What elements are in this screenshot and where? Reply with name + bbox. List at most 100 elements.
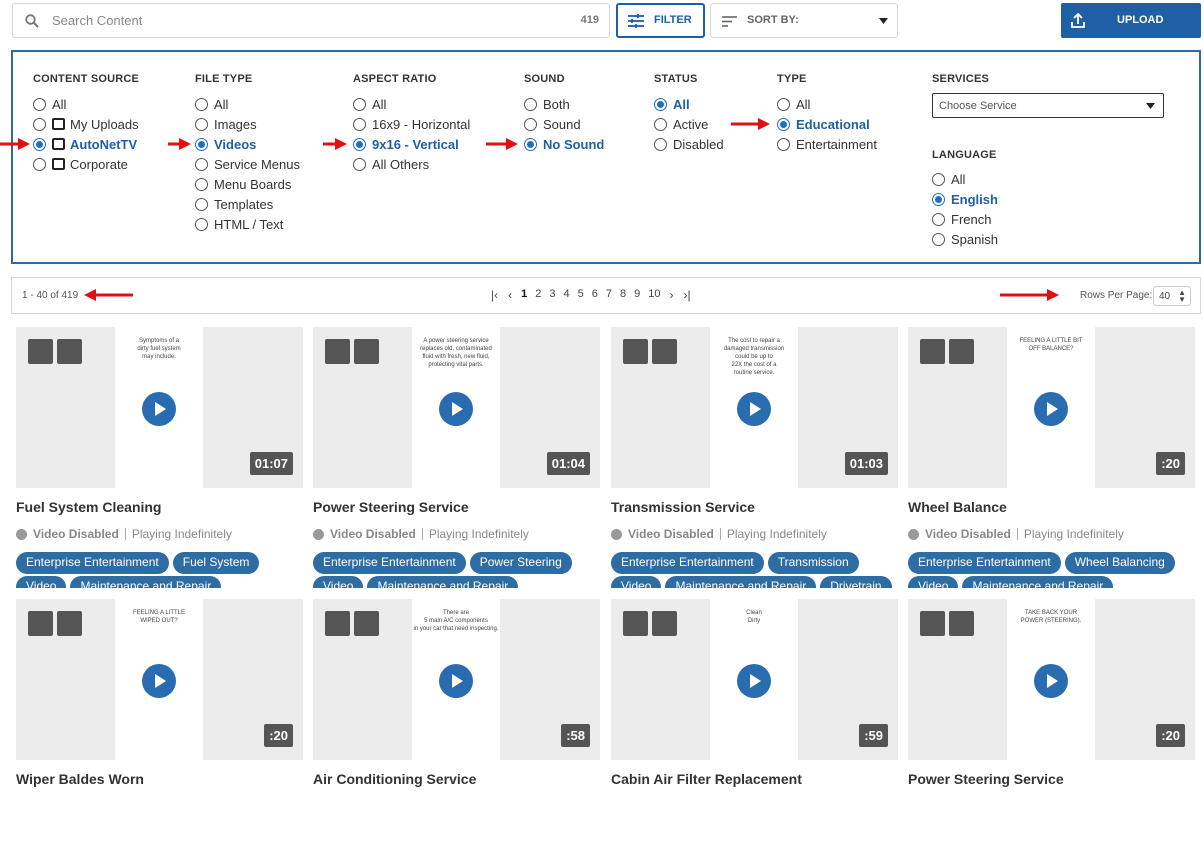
radio-option[interactable]: Videos bbox=[195, 135, 256, 153]
radio-option[interactable]: All bbox=[932, 170, 965, 188]
radio-option[interactable]: Service Menus bbox=[195, 155, 300, 173]
radio-option[interactable]: All bbox=[777, 95, 810, 113]
services-select[interactable]: Choose Service bbox=[932, 93, 1164, 118]
tag[interactable]: Transmission bbox=[767, 552, 859, 574]
radio-option[interactable]: All bbox=[654, 95, 690, 113]
radio-option[interactable]: Templates bbox=[195, 195, 273, 213]
tag[interactable]: Enterprise Entertainment bbox=[313, 552, 466, 574]
rows-select[interactable]: 40 ▲ ▼ bbox=[1153, 286, 1191, 306]
card-status: Video Disabled Playing Indefinitely bbox=[313, 527, 529, 541]
media-card[interactable]: FEELING A LITTLE WIPED OUT?:20 Wiper Balde… bbox=[16, 599, 303, 861]
play-button[interactable] bbox=[737, 392, 771, 426]
page-number[interactable]: 7 bbox=[605, 288, 612, 300]
radio-option[interactable]: My Uploads bbox=[33, 115, 139, 133]
tag[interactable]: Video bbox=[16, 576, 67, 588]
mute-icon bbox=[949, 611, 974, 636]
tag[interactable]: Video bbox=[611, 576, 662, 588]
upload-button[interactable]: UPLOAD bbox=[1061, 3, 1201, 38]
thumbnail: FEELING A LITTLE BIT OFF BALANCE?:20 bbox=[908, 327, 1195, 488]
page-number[interactable]: 1 bbox=[521, 288, 528, 300]
tag[interactable]: Enterprise Entertainment bbox=[908, 552, 1061, 574]
radio bbox=[195, 177, 208, 191]
radio-option[interactable]: Corporate bbox=[33, 155, 128, 173]
thumbnail-text: WIPED OUT? bbox=[140, 618, 178, 624]
page-number[interactable]: 8 bbox=[620, 288, 627, 300]
radio-option[interactable]: All bbox=[33, 95, 66, 113]
sort-label: SORT BY: bbox=[747, 14, 799, 26]
prev-page[interactable]: ‹ bbox=[508, 288, 513, 302]
play-button[interactable] bbox=[439, 392, 473, 426]
status-dot bbox=[313, 528, 324, 540]
radio-option[interactable]: English bbox=[932, 190, 998, 208]
tag[interactable]: Maintenance and Repair bbox=[70, 576, 222, 588]
radio-option[interactable]: All Others bbox=[353, 155, 429, 173]
next-page[interactable]: › bbox=[669, 288, 674, 302]
thumbnail-text: 22X the cost of a bbox=[731, 362, 777, 368]
page-number[interactable]: 9 bbox=[634, 288, 641, 300]
radio-option[interactable]: No Sound bbox=[524, 135, 604, 153]
schedule-text: Playing Indefinitely bbox=[131, 527, 232, 541]
radio-option[interactable]: All bbox=[195, 95, 228, 113]
tag[interactable]: Enterprise Entertainment bbox=[611, 552, 764, 574]
play-button[interactable] bbox=[1034, 664, 1068, 698]
radio-option[interactable]: 9x16 - Vertical bbox=[353, 135, 459, 153]
play-button[interactable] bbox=[142, 392, 176, 426]
radio-option[interactable]: Images bbox=[195, 115, 257, 133]
media-card[interactable]: There are 5 main A/C components in your ca… bbox=[313, 599, 600, 861]
video-icon bbox=[325, 339, 350, 364]
page-number[interactable]: 10 bbox=[648, 288, 661, 300]
first-page[interactable]: |‹ bbox=[491, 288, 499, 302]
page-number[interactable]: 4 bbox=[563, 288, 570, 300]
radio bbox=[353, 97, 366, 111]
tag[interactable]: Power Steering bbox=[469, 552, 572, 574]
page-number[interactable]: 5 bbox=[577, 288, 584, 300]
option-label: AutoNetTV bbox=[70, 136, 138, 152]
tag[interactable]: Drivetrain bbox=[820, 576, 892, 588]
tag[interactable]: Fuel System bbox=[172, 552, 260, 574]
tag[interactable]: Wheel Balancing bbox=[1064, 552, 1175, 574]
media-card[interactable]: Symptoms of a dirty fuel system may includ… bbox=[16, 327, 303, 589]
filter-button[interactable]: FILTER bbox=[616, 3, 705, 38]
last-page[interactable]: ›| bbox=[683, 288, 691, 302]
radio-option[interactable]: Entertainment bbox=[777, 135, 877, 153]
duration: :20 bbox=[1156, 724, 1185, 747]
sort-select[interactable]: SORT BY: bbox=[710, 3, 898, 38]
page-number[interactable]: 3 bbox=[549, 288, 556, 300]
radio-option[interactable]: All bbox=[353, 95, 386, 113]
option-label: Spanish bbox=[951, 231, 998, 247]
option-label: Both bbox=[543, 96, 570, 112]
radio-option[interactable]: French bbox=[932, 210, 991, 228]
sort-icon bbox=[722, 16, 737, 27]
radio-option[interactable]: Menu Boards bbox=[195, 175, 291, 193]
play-button[interactable] bbox=[737, 664, 771, 698]
page: Search Content 419 FILTER SORT BY: UPLOA… bbox=[0, 3, 1201, 787]
tag[interactable]: Video bbox=[908, 576, 959, 588]
media-card[interactable]: FEELING A LITTLE BIT OFF BALANCE?:20 Wheel… bbox=[908, 327, 1195, 589]
radio-option[interactable]: Both bbox=[524, 95, 570, 113]
page-number[interactable]: 6 bbox=[591, 288, 598, 300]
play-button[interactable] bbox=[142, 664, 176, 698]
media-card[interactable]: TAKE BACK YOUR POWER (STEERING).:20 Power … bbox=[908, 599, 1195, 861]
tag[interactable]: Maintenance and Repair bbox=[367, 576, 519, 588]
page-number[interactable]: 2 bbox=[535, 288, 542, 300]
radio-option[interactable]: Active bbox=[654, 115, 708, 133]
search-box[interactable]: Search Content 419 bbox=[12, 3, 610, 38]
radio-option[interactable]: HTML / Text bbox=[195, 215, 283, 233]
play-button[interactable] bbox=[439, 664, 473, 698]
thumbnail: A power steering service replaces old, co… bbox=[313, 327, 600, 488]
schedule-text: Playing Indefinitely bbox=[428, 527, 529, 541]
media-card[interactable]: A power steering service replaces old, co… bbox=[313, 327, 600, 589]
media-card[interactable]: Clean Dirty:59 Cabin Air Filter Replacemen… bbox=[611, 599, 898, 861]
tag[interactable]: Video bbox=[313, 576, 364, 588]
tag[interactable]: Maintenance and Repair bbox=[665, 576, 817, 588]
tag[interactable]: Enterprise Entertainment bbox=[16, 552, 169, 574]
media-card[interactable]: The cost to repair a damaged transmission… bbox=[611, 327, 898, 589]
play-button[interactable] bbox=[1034, 392, 1068, 426]
radio-option[interactable]: Disabled bbox=[654, 135, 724, 153]
radio-option[interactable]: Spanish bbox=[932, 230, 998, 248]
radio-option[interactable]: Educational bbox=[777, 115, 870, 133]
radio-option[interactable]: AutoNetTV bbox=[33, 135, 137, 153]
tag[interactable]: Maintenance and Repair bbox=[962, 576, 1114, 588]
radio-option[interactable]: 16x9 - Horizontal bbox=[353, 115, 470, 133]
radio-option[interactable]: Sound bbox=[524, 115, 581, 133]
